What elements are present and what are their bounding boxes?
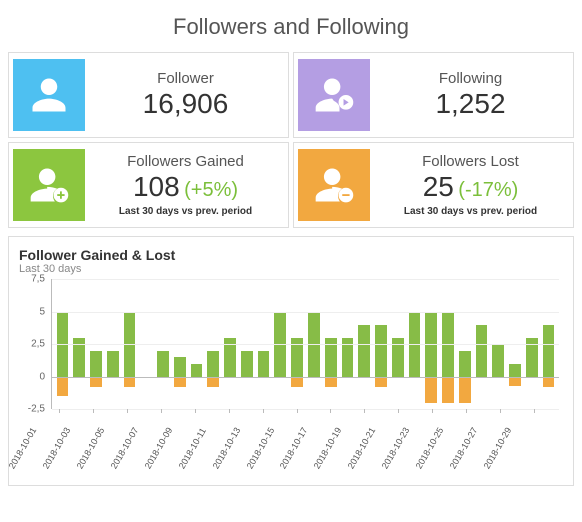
- x-tick-label: 2018-10-15: [244, 426, 276, 471]
- y-tick-label: -2,5: [28, 404, 45, 415]
- following-tile: [298, 59, 370, 131]
- x-tick-label: 2018-10-21: [346, 426, 378, 471]
- person-plus-icon: [27, 163, 71, 207]
- bar-lost: [325, 377, 337, 387]
- bar-lost: [509, 377, 521, 386]
- bar-lost: [124, 377, 136, 387]
- x-tick-label: 2018-10-17: [278, 426, 310, 471]
- lost-sub: Last 30 days vs prev. period: [376, 206, 565, 217]
- y-tick-label: 7,5: [31, 274, 45, 285]
- bar-gained: [174, 357, 186, 377]
- follower-value: 16,906: [91, 89, 280, 120]
- gained-card: Followers Gained 108 (+5%) Last 30 days …: [8, 142, 289, 228]
- y-tick-label: 0: [39, 371, 45, 382]
- x-tick-label: 2018-10-19: [312, 426, 344, 471]
- chart-title: Follower Gained & Lost: [19, 247, 563, 263]
- follower-tile: [13, 59, 85, 131]
- bar-gained: [191, 364, 203, 377]
- following-label: Following: [376, 70, 565, 87]
- lost-value: 25: [423, 171, 454, 202]
- bar-lost: [442, 377, 454, 403]
- person-minus-icon: [312, 163, 356, 207]
- person-icon: [27, 73, 71, 117]
- bar-lost: [375, 377, 387, 387]
- bar-gained: [476, 325, 488, 377]
- bar-gained: [509, 364, 521, 377]
- x-tick-label: 2018-10-09: [143, 426, 175, 471]
- lost-change: (-17%): [458, 179, 518, 201]
- follower-label: Follower: [91, 70, 280, 87]
- x-tick-label: 2018-10-27: [447, 426, 479, 471]
- bar-lost: [543, 377, 555, 387]
- bar-gained: [157, 351, 169, 377]
- page-title: Followers and Following: [8, 14, 574, 40]
- gained-tile: [13, 149, 85, 221]
- bar-lost: [57, 377, 69, 397]
- following-card: Following 1,252: [293, 52, 574, 138]
- person-arrow-icon: [312, 73, 356, 117]
- chart-area: -2,502,557,5 2018-10-012018-10-032018-10…: [19, 279, 563, 479]
- lost-label: Followers Lost: [376, 153, 565, 170]
- chart-subtitle: Last 30 days: [19, 263, 563, 275]
- x-tick-label: 2018-10-11: [176, 426, 207, 470]
- y-tick-label: 2,5: [31, 339, 45, 350]
- bar-gained: [358, 325, 370, 377]
- gained-value: 108: [133, 171, 180, 202]
- bar-gained: [241, 351, 253, 377]
- x-tick-label: 2018-10-05: [75, 426, 107, 471]
- y-tick-label: 5: [39, 306, 45, 317]
- bar-gained: [459, 351, 471, 377]
- x-tick-label: 2018-10-03: [41, 426, 73, 471]
- chart-card: Follower Gained & Lost Last 30 days -2,5…: [8, 236, 574, 486]
- bar-gained: [543, 325, 555, 377]
- bar-gained: [375, 325, 387, 377]
- x-tick-label: 2018-10-13: [210, 426, 242, 471]
- lost-tile: [298, 149, 370, 221]
- bar-gained: [207, 351, 219, 377]
- x-tick-label: 2018-10-29: [481, 426, 513, 471]
- following-value: 1,252: [376, 89, 565, 120]
- follower-card: Follower 16,906: [8, 52, 289, 138]
- stats-grid: Follower 16,906 Following 1,252 Follower…: [8, 52, 574, 228]
- bar-gained: [107, 351, 119, 377]
- x-tick-label: 2018-10-07: [109, 426, 141, 471]
- bar-lost: [207, 377, 219, 387]
- bar-lost: [174, 377, 186, 387]
- x-tick-label: 2018-10-23: [380, 426, 412, 471]
- bar-lost: [425, 377, 437, 403]
- bar-gained: [258, 351, 270, 377]
- gained-label: Followers Gained: [91, 153, 280, 170]
- bar-lost: [90, 377, 102, 387]
- lost-card: Followers Lost 25 (-17%) Last 30 days vs…: [293, 142, 574, 228]
- bar-gained: [492, 344, 504, 377]
- bar-lost: [291, 377, 303, 387]
- bar-lost: [459, 377, 471, 403]
- x-tick-label: 2018-10-01: [7, 426, 39, 471]
- gained-sub: Last 30 days vs prev. period: [91, 206, 280, 217]
- bar-gained: [90, 351, 102, 377]
- gained-change: (+5%): [184, 179, 238, 201]
- x-tick-label: 2018-10-25: [414, 426, 446, 471]
